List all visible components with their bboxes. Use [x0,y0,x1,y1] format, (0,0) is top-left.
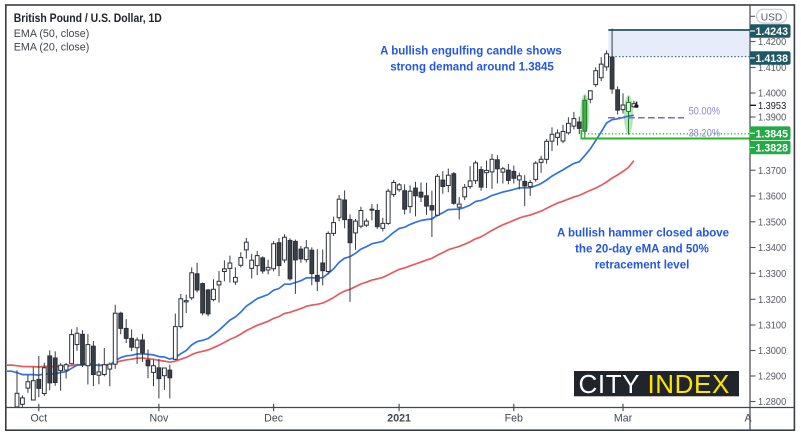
svg-text:1.3100: 1.3100 [758,321,786,332]
svg-text:38.20%: 38.20% [689,128,721,140]
svg-text:1.3700: 1.3700 [758,166,786,177]
svg-text:Mar: Mar [614,413,633,425]
svg-text:1.4000: 1.4000 [758,89,786,100]
svg-text:1.3953: 1.3953 [758,101,786,112]
svg-text:strong demand around 1.3845: strong demand around 1.3845 [390,62,554,74]
svg-text:A bullish engulfing candle sho: A bullish engulfing candle shows [380,46,562,58]
svg-text:1.3828: 1.3828 [756,143,789,155]
svg-text:1.3900: 1.3900 [758,113,786,124]
svg-text:Feb: Feb [505,413,523,425]
svg-text:British Pound / U.S. Dollar, 1: British Pound / U.S. Dollar, 1D [14,12,162,25]
svg-text:1.3600: 1.3600 [758,192,786,203]
svg-text:50.00%: 50.00% [689,106,721,118]
svg-text:retracement level: retracement level [595,259,690,271]
svg-text:1.4243: 1.4243 [756,26,789,38]
svg-text:1.2900: 1.2900 [758,372,786,383]
svg-text:1.3845: 1.3845 [756,128,789,140]
svg-text:CITY INDEX: CITY INDEX [579,369,730,399]
svg-text:1.4200: 1.4200 [758,37,786,48]
svg-text:Dec: Dec [264,413,284,425]
svg-text:1.3200: 1.3200 [758,295,786,306]
svg-text:1.2800: 1.2800 [758,397,786,408]
svg-text:1.3400: 1.3400 [758,243,786,254]
svg-text:Nov: Nov [149,413,169,425]
svg-text:2021: 2021 [387,413,411,425]
svg-text:USD: USD [761,12,783,23]
svg-text:1.4138: 1.4138 [756,53,789,65]
svg-text:A bullish hammer closed above: A bullish hammer closed above [557,228,729,240]
svg-text:A: A [744,413,752,425]
svg-text:Oct: Oct [31,413,48,425]
svg-text:1.4100: 1.4100 [758,63,786,74]
svg-text:1.3500: 1.3500 [758,217,786,228]
svg-text:EMA (20, close): EMA (20, close) [14,42,90,54]
svg-text:1.3000: 1.3000 [758,346,786,357]
svg-text:EMA (50, close): EMA (50, close) [14,28,90,40]
svg-text:1.3300: 1.3300 [758,269,786,280]
svg-text:the 20-day eMA and 50%: the 20-day eMA and 50% [575,244,709,256]
